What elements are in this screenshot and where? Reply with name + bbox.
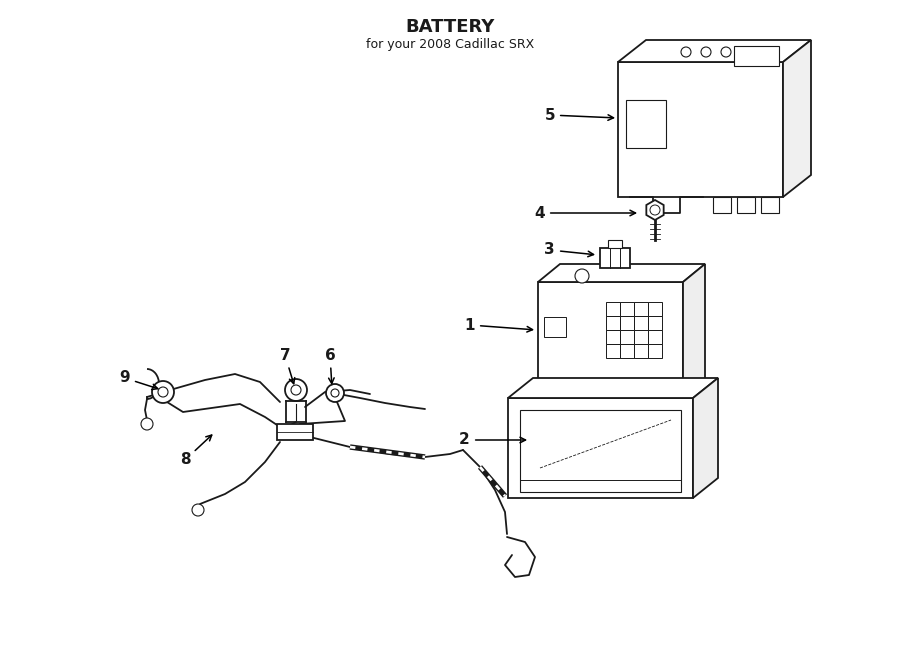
Bar bbox=[608, 240, 622, 248]
Bar bbox=[618, 62, 783, 197]
Text: 2: 2 bbox=[459, 432, 526, 447]
Text: for your 2008 Cadillac SRX: for your 2008 Cadillac SRX bbox=[366, 38, 534, 51]
Bar bbox=[620, 316, 634, 330]
Bar bbox=[634, 344, 648, 358]
Bar bbox=[606, 316, 620, 330]
Polygon shape bbox=[783, 40, 811, 197]
Text: 9: 9 bbox=[120, 371, 158, 389]
Text: 3: 3 bbox=[544, 243, 593, 258]
Bar bbox=[648, 302, 662, 316]
Bar bbox=[634, 316, 648, 330]
Circle shape bbox=[291, 385, 301, 395]
Bar bbox=[737, 197, 755, 213]
Bar bbox=[648, 344, 662, 358]
Circle shape bbox=[331, 389, 339, 397]
Circle shape bbox=[285, 379, 307, 401]
Bar bbox=[713, 197, 731, 213]
Circle shape bbox=[192, 504, 204, 516]
Text: BATTERY: BATTERY bbox=[405, 18, 495, 36]
Circle shape bbox=[701, 47, 711, 57]
Polygon shape bbox=[538, 264, 705, 282]
Bar bbox=[626, 100, 666, 148]
Circle shape bbox=[721, 47, 731, 57]
Bar bbox=[544, 317, 566, 337]
Bar bbox=[620, 302, 634, 316]
Bar bbox=[620, 344, 634, 358]
Bar bbox=[520, 410, 681, 492]
Bar bbox=[600, 248, 630, 268]
Bar bbox=[634, 302, 648, 316]
Bar bbox=[648, 316, 662, 330]
Bar bbox=[648, 330, 662, 344]
Bar bbox=[606, 330, 620, 344]
Text: 6: 6 bbox=[325, 348, 336, 383]
Bar bbox=[538, 282, 683, 400]
Polygon shape bbox=[618, 40, 811, 62]
Bar bbox=[634, 330, 648, 344]
Circle shape bbox=[141, 418, 153, 430]
Text: 1: 1 bbox=[464, 317, 533, 332]
Circle shape bbox=[152, 381, 174, 403]
Bar bbox=[606, 302, 620, 316]
Circle shape bbox=[650, 205, 660, 215]
Bar bbox=[277, 424, 313, 440]
Text: 5: 5 bbox=[544, 108, 614, 122]
Circle shape bbox=[158, 387, 168, 397]
Polygon shape bbox=[683, 264, 705, 400]
Circle shape bbox=[681, 47, 691, 57]
Bar bbox=[606, 344, 620, 358]
Polygon shape bbox=[693, 378, 718, 498]
Bar bbox=[620, 330, 634, 344]
Text: 8: 8 bbox=[180, 435, 211, 467]
Text: 7: 7 bbox=[280, 348, 294, 383]
Polygon shape bbox=[508, 378, 718, 398]
Text: 4: 4 bbox=[535, 206, 635, 221]
Bar bbox=[734, 46, 779, 66]
Bar bbox=[508, 398, 693, 498]
Circle shape bbox=[326, 384, 344, 402]
Bar bbox=[761, 197, 779, 213]
Circle shape bbox=[575, 269, 589, 283]
